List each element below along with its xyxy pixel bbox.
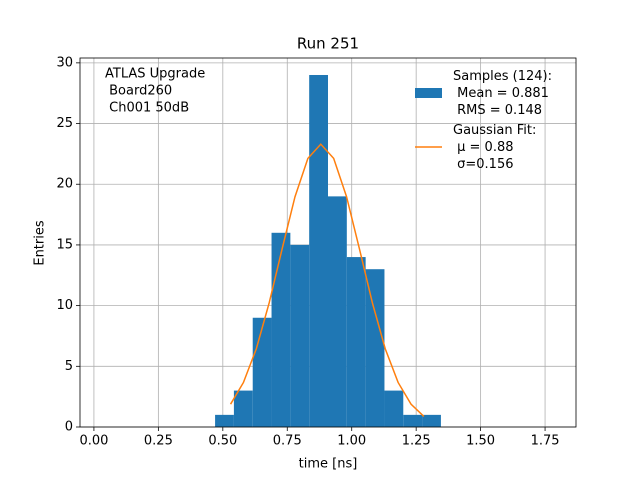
histogram-bar [233, 390, 253, 427]
legend: Samples (124): Mean = 0.881 RMS = 0.148 G… [415, 69, 552, 172]
annotation: ATLAS Upgrade [105, 67, 205, 82]
y-tick-label: 10 [56, 298, 73, 313]
annotation: Board260 [105, 84, 172, 99]
legend-label: Samples (124): Mean = 0.881 RMS = 0.148 [453, 69, 552, 118]
y-tick-label: 20 [56, 177, 73, 192]
histogram-bar [384, 390, 404, 427]
x-tick-label: 0.50 [208, 434, 237, 449]
x-tick-label: 1.50 [466, 434, 495, 449]
histogram-bar [309, 74, 328, 428]
y-axis-label: Entries [33, 220, 48, 266]
x-tick-label: 1.75 [531, 434, 560, 449]
y-tick-label: 15 [56, 237, 73, 252]
histogram-bar [346, 257, 366, 427]
histogram-bar [290, 244, 310, 427]
histogram-bar [215, 414, 234, 427]
histogram-bar [365, 269, 385, 427]
annotation: Ch001 50dB [105, 101, 189, 116]
x-tick-label: 0.00 [79, 434, 108, 449]
legend-label: Gaussian Fit: μ = 0.88 σ=0.156 [453, 123, 536, 172]
histogram-bar [403, 414, 423, 427]
y-tick-label: 25 [56, 116, 73, 131]
x-tick-label: 0.25 [144, 434, 173, 449]
x-tick-label: 0.75 [273, 434, 302, 449]
histogram-bar [328, 196, 347, 427]
y-tick-label: 5 [65, 359, 73, 374]
x-tick-label: 1.25 [402, 434, 431, 449]
y-tick-label: 30 [56, 55, 73, 70]
histogram-bar [252, 317, 272, 427]
histogram-bar [271, 232, 291, 427]
axes-frame [79, 57, 577, 428]
histogram-bar [422, 414, 441, 427]
y-tick-label: 0 [65, 420, 73, 435]
chart-title: Run 251 [297, 35, 359, 53]
fit-line [229, 143, 425, 417]
legend-swatch [415, 88, 442, 98]
x-axis-label: time [ns] [299, 457, 358, 472]
x-tick-label: 1.00 [337, 434, 366, 449]
